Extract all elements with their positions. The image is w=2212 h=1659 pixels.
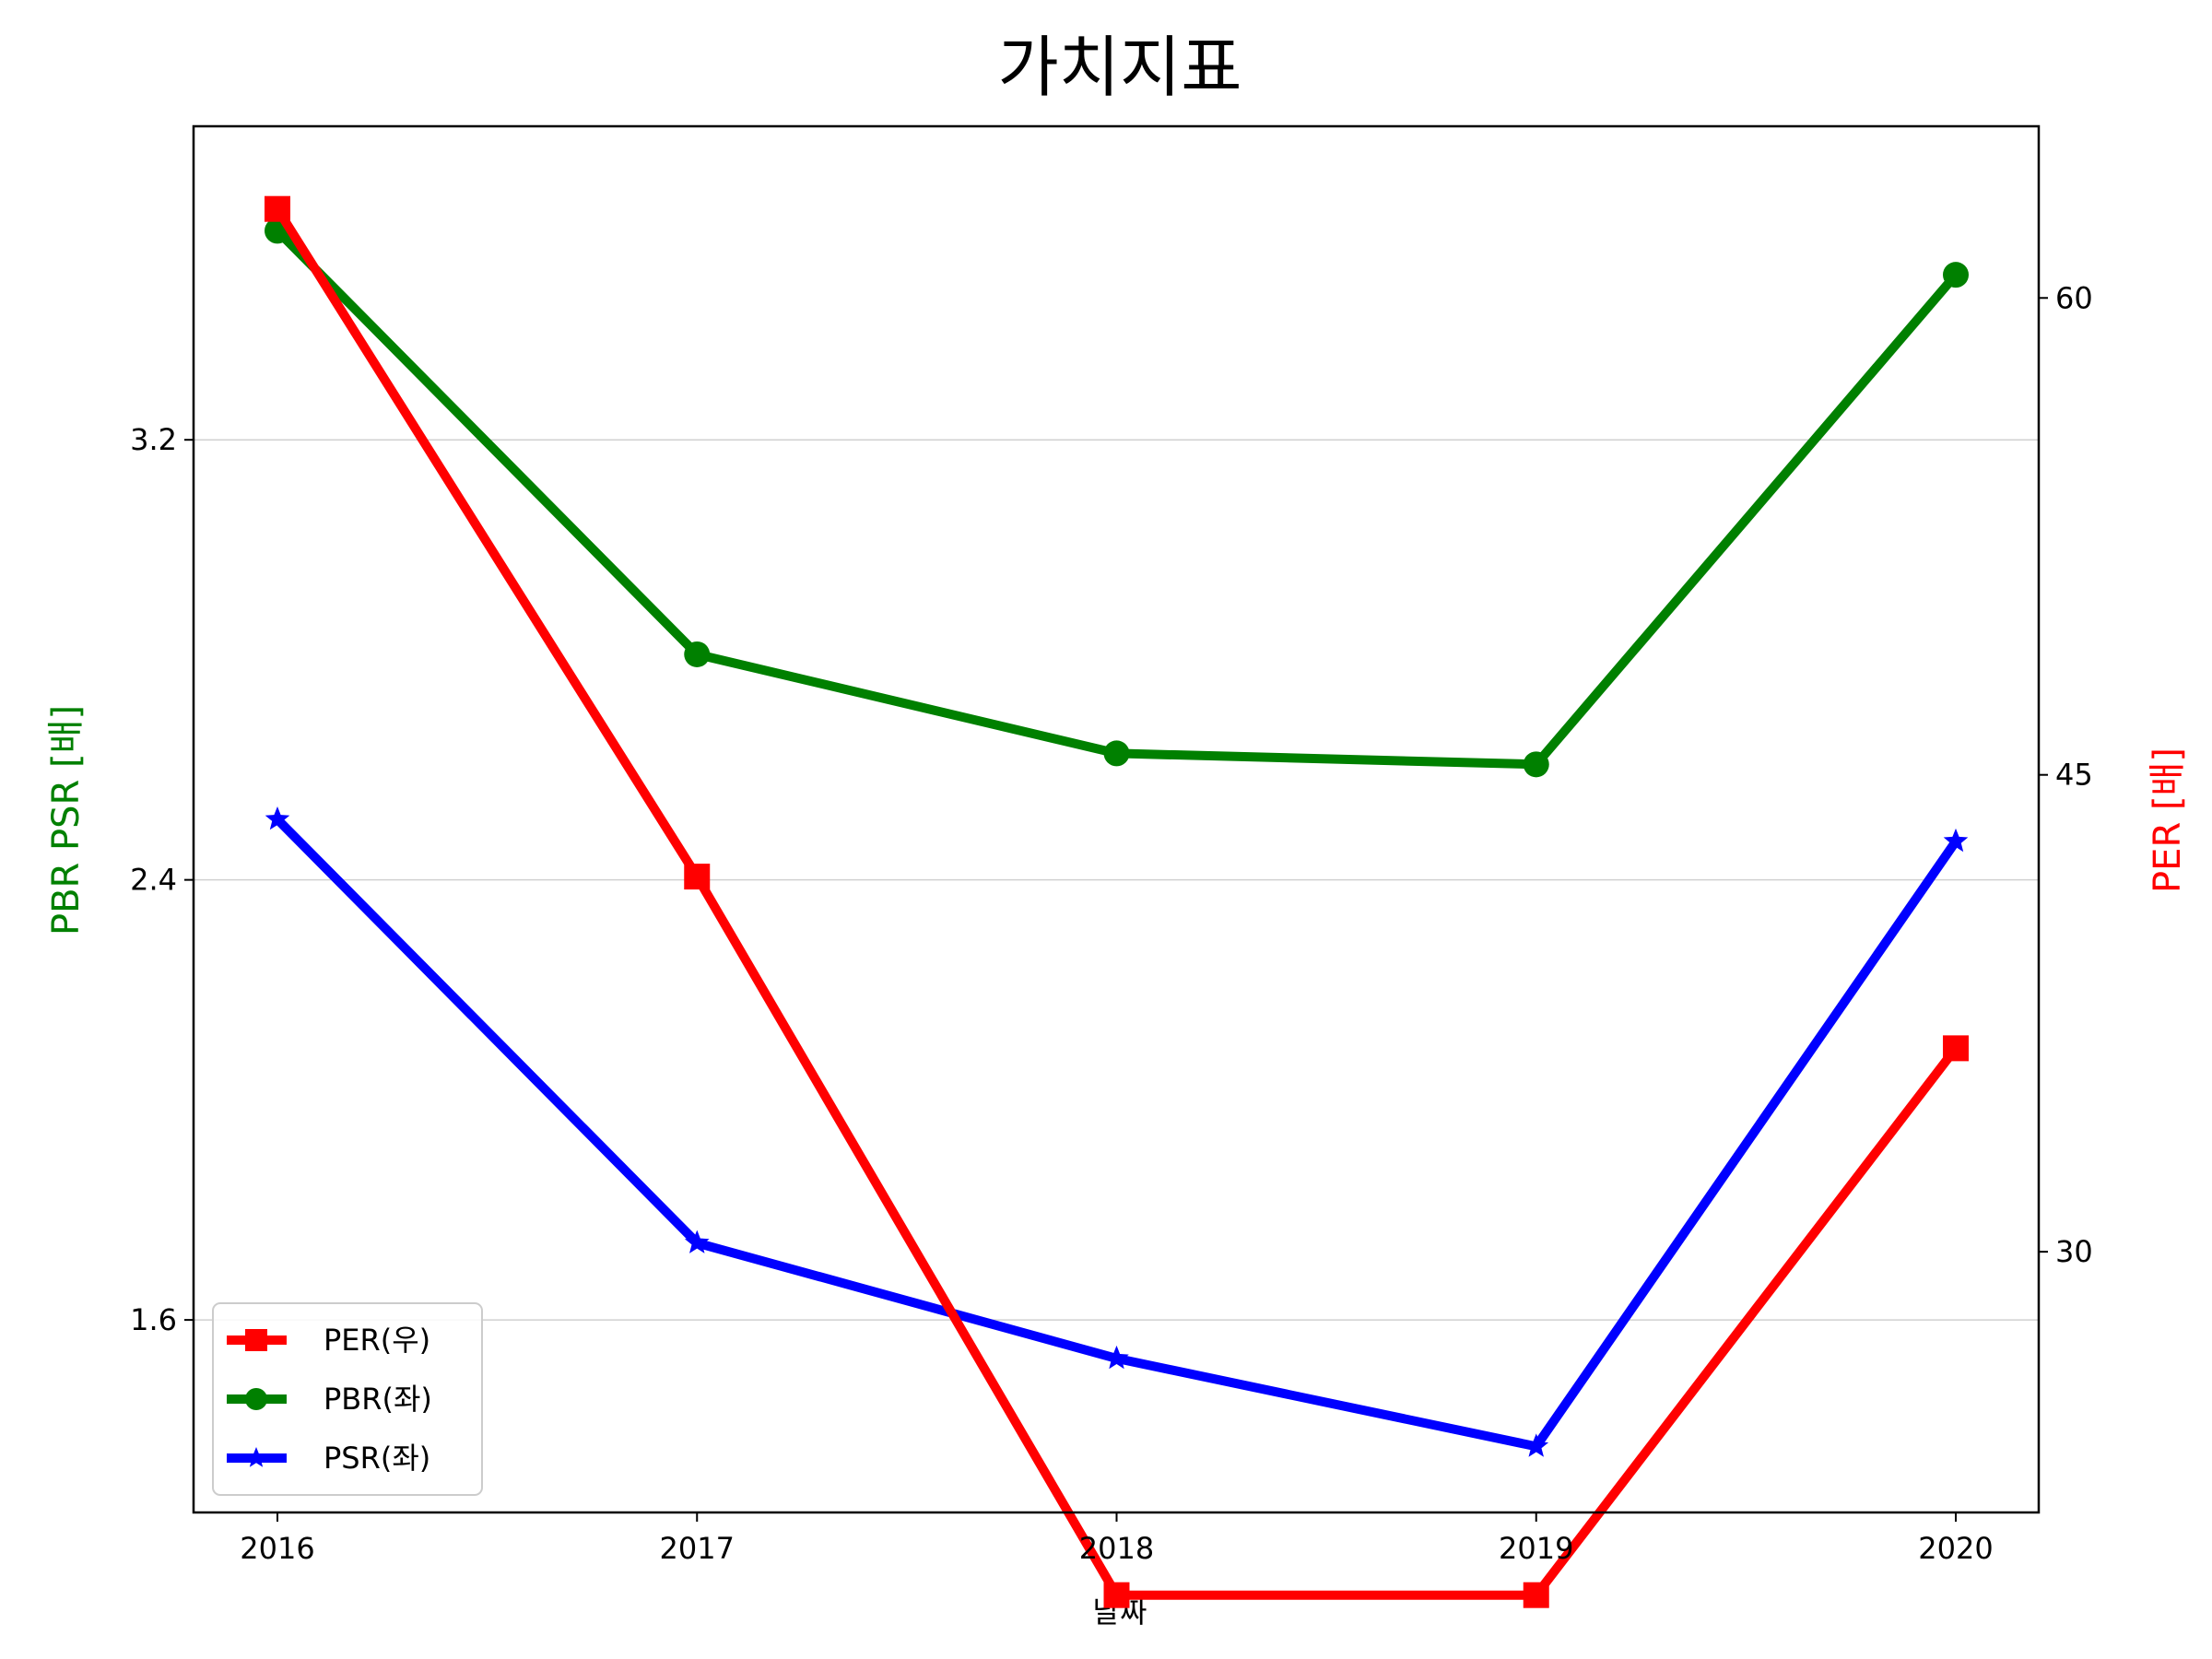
left-y-tick-label: 2.4 <box>130 863 177 898</box>
marker-square <box>684 864 711 890</box>
series-per <box>265 195 1969 1608</box>
chart-title: 가치지표 <box>998 29 1242 106</box>
right-y-tick-label: 45 <box>2055 758 2093 793</box>
marker-star <box>684 1230 710 1253</box>
marker-circle <box>245 1388 267 1410</box>
marker-star <box>1943 828 1969 853</box>
legend-item: PBR(좌) <box>227 1382 432 1417</box>
axes: 2016 2017 2018 2019 2020 1.6 2.4 3.2 30 45 60 <box>130 124 2093 1566</box>
marker-square <box>245 1329 267 1351</box>
marker-circle <box>1523 751 1549 778</box>
marker-star <box>1524 1433 1549 1457</box>
series-psr <box>265 806 1969 1457</box>
legend-item: PSR(좌) <box>227 1441 430 1476</box>
right-y-tick-label: 30 <box>2055 1234 2093 1269</box>
right-axis-label: PER [배] <box>2147 747 2189 893</box>
marker-star <box>245 1447 267 1467</box>
marker-circle <box>1103 740 1130 767</box>
x-tick-label: 2016 <box>240 1531 314 1566</box>
left-y-tick-label: 1.6 <box>130 1302 177 1337</box>
legend: PER(우) PBR(좌) PSR(좌) <box>212 1302 483 1496</box>
marker-square <box>265 195 290 222</box>
legend-item: PER(우) <box>227 1323 430 1358</box>
marker-circle <box>1943 262 1969 288</box>
marker-star <box>265 806 290 830</box>
legend-label: PBR(좌) <box>324 1382 432 1417</box>
marker-star <box>1104 1345 1129 1370</box>
marker-circle <box>684 641 711 667</box>
marker-square <box>1103 1582 1130 1608</box>
legend-label: PSR(좌) <box>324 1441 430 1476</box>
x-tick-label: 2020 <box>1918 1531 1993 1566</box>
marker-square <box>1523 1582 1549 1608</box>
left-y-tick-label: 3.2 <box>130 422 177 457</box>
x-tick-label: 2017 <box>660 1531 735 1566</box>
x-tick-label: 2018 <box>1079 1531 1154 1566</box>
grid <box>194 439 2039 1321</box>
marker-square <box>1943 1035 1969 1062</box>
legend-box <box>212 1302 483 1496</box>
legend-label: PER(우) <box>324 1323 430 1358</box>
right-y-tick-label: 60 <box>2055 280 2093 315</box>
x-tick-label: 2019 <box>1499 1531 1573 1566</box>
left-axis-label: PBR PSR [배] <box>45 705 88 935</box>
series-layer <box>265 195 1969 1608</box>
